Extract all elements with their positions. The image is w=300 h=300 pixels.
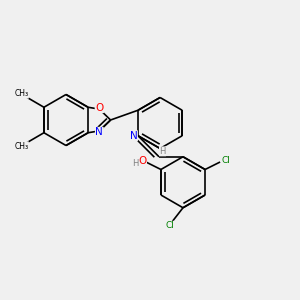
Text: Cl: Cl <box>165 221 174 230</box>
Text: CH₃: CH₃ <box>14 89 28 98</box>
Text: Cl: Cl <box>222 156 230 165</box>
Text: O: O <box>138 155 146 166</box>
Text: H: H <box>159 147 166 156</box>
Text: N: N <box>95 128 103 137</box>
Text: N: N <box>130 131 137 141</box>
Text: CH₃: CH₃ <box>14 142 28 151</box>
Text: O: O <box>95 103 103 112</box>
Text: H: H <box>132 159 139 168</box>
